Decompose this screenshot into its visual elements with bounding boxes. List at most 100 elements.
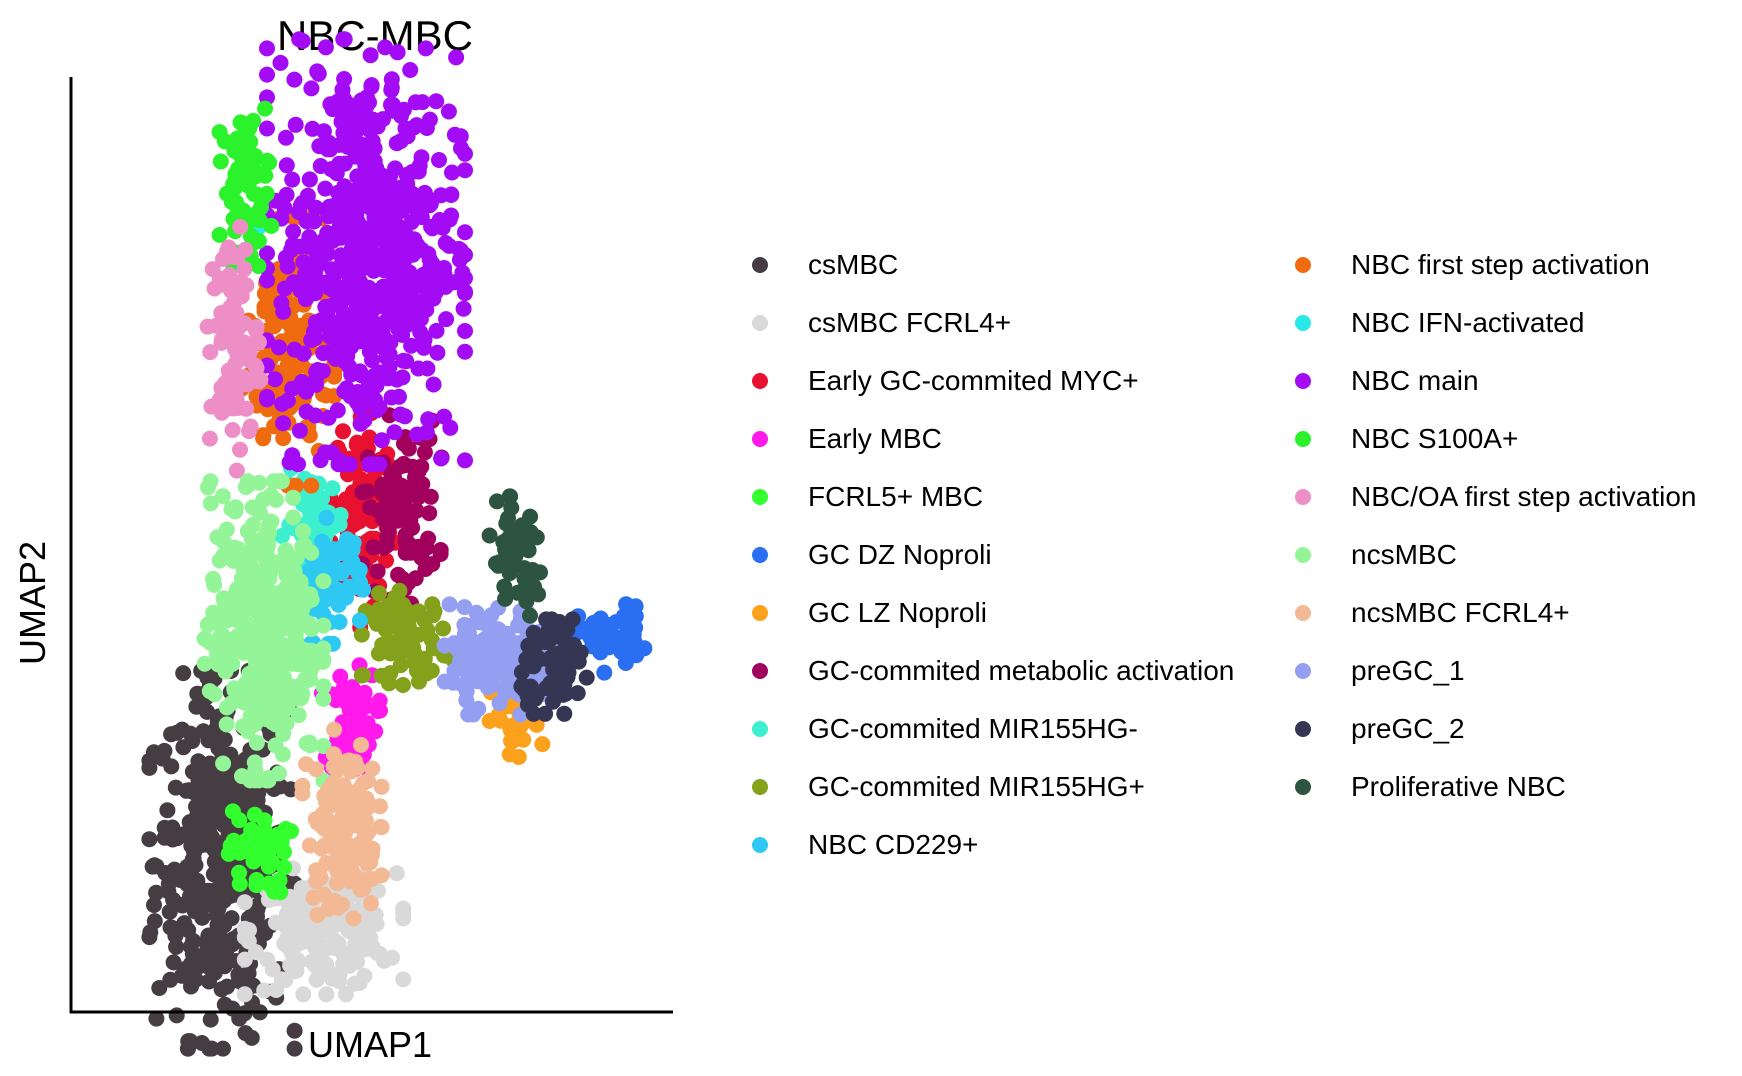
scatter-point	[211, 947, 228, 964]
scatter-point	[241, 922, 257, 939]
scatter-point	[201, 430, 218, 447]
scatter-point	[448, 49, 465, 66]
scatter-point	[326, 721, 343, 738]
scatter-point	[395, 910, 412, 927]
legend-item-early-gc-myc: Early GC-commited MYC+	[752, 361, 1139, 401]
scatter-point	[436, 408, 453, 425]
scatter-point	[460, 706, 477, 723]
scatter-point	[318, 793, 334, 810]
scatter-point	[275, 415, 292, 432]
scatter-point	[317, 180, 334, 197]
scatter-point	[534, 736, 551, 753]
scatter-point	[233, 788, 250, 805]
scatter-point	[226, 682, 243, 699]
scatter-point	[489, 621, 506, 638]
scatter-point	[303, 953, 320, 970]
legend-label: GC-commited metabolic activation	[808, 655, 1235, 686]
scatter-point	[376, 175, 393, 192]
scatter-point	[454, 676, 471, 693]
scatter-point	[500, 510, 516, 527]
scatter-point	[522, 607, 538, 624]
scatter-point	[174, 897, 191, 914]
legend-label: GC DZ Noproli	[808, 539, 992, 570]
scatter-point	[314, 533, 331, 550]
scatter-point	[184, 763, 201, 780]
scatter-point	[417, 40, 434, 57]
scatter-point	[513, 678, 530, 695]
scatter-point	[468, 604, 485, 621]
scatter-point	[358, 182, 375, 199]
scatter-point	[364, 133, 381, 150]
scatter-point	[242, 418, 259, 435]
legend-item-nbc-s100a: NBC S100A+	[1295, 419, 1518, 459]
scatter-point	[458, 692, 475, 709]
legend-label: NBC IFN-activated	[1351, 307, 1585, 338]
scatter-point	[343, 241, 360, 257]
scatter-point	[410, 360, 427, 377]
scatter-point	[360, 824, 377, 841]
scatter-point	[247, 357, 264, 374]
legend-label: GC-commited MIR155HG-	[808, 713, 1138, 744]
scatter-point	[201, 1040, 218, 1057]
scatter-point	[275, 615, 292, 632]
scatter-point	[214, 488, 231, 505]
scatter-point	[313, 312, 330, 329]
legend-label: GC LZ Noproli	[808, 597, 987, 628]
scatter-point	[250, 258, 267, 274]
scatter-point	[436, 260, 453, 276]
scatter-point	[365, 333, 381, 350]
scatter-point	[368, 915, 385, 932]
scatter-point	[259, 245, 275, 262]
scatter-point	[337, 986, 354, 1003]
legend-dot	[752, 373, 768, 389]
scatter-point	[286, 71, 303, 88]
scatter-point	[279, 582, 296, 599]
scatter-point	[294, 777, 311, 794]
scatter-point	[444, 164, 460, 181]
scatter-point	[395, 231, 412, 248]
scatter-point	[388, 371, 405, 388]
scatter-point	[218, 521, 235, 538]
scatter-point	[294, 33, 311, 49]
scatter-point	[202, 344, 219, 361]
scatter-point	[364, 760, 381, 777]
scatter-point	[290, 920, 306, 937]
scatter-point	[496, 578, 513, 595]
scatter-point	[296, 537, 313, 554]
scatter-point	[247, 168, 264, 185]
scatter-point	[343, 272, 360, 289]
scatter-point	[217, 785, 234, 802]
scatter-point	[280, 896, 297, 913]
scatter-point	[457, 323, 473, 339]
scatter-point	[389, 44, 406, 61]
legend-item-gc-mir155hg-pos: GC-commited MIR155HG+	[752, 767, 1145, 807]
scatter-point	[595, 627, 612, 643]
scatter-point	[503, 523, 520, 539]
scatter-point	[231, 864, 247, 881]
scatter-point	[429, 344, 446, 361]
scatter-point	[344, 541, 361, 558]
scatter-point	[222, 598, 239, 615]
scatter-point	[202, 495, 219, 512]
scatter-point	[572, 644, 589, 661]
scatter-point	[317, 39, 334, 56]
scatter-point	[318, 986, 335, 1003]
scatter-point	[267, 914, 284, 931]
scatter-point	[353, 844, 370, 860]
scatter-point	[370, 321, 387, 338]
scatter-point	[196, 655, 213, 672]
scatter-point	[230, 160, 247, 177]
legend-label: NBC S100A+	[1351, 423, 1519, 454]
scatter-point	[371, 456, 388, 473]
scatter-point	[382, 665, 399, 682]
legend-item-fcrl5-mbc: FCRL5+ MBC	[752, 477, 983, 517]
scatter-point	[259, 120, 275, 137]
scatter-point	[358, 168, 375, 184]
scatter-point	[525, 624, 542, 641]
scatter-point	[373, 778, 390, 795]
scatter-point	[400, 618, 417, 635]
scatter-point	[238, 277, 255, 294]
scatter-point	[382, 222, 399, 239]
scatter-point	[358, 790, 375, 807]
scatter-point	[441, 596, 458, 613]
